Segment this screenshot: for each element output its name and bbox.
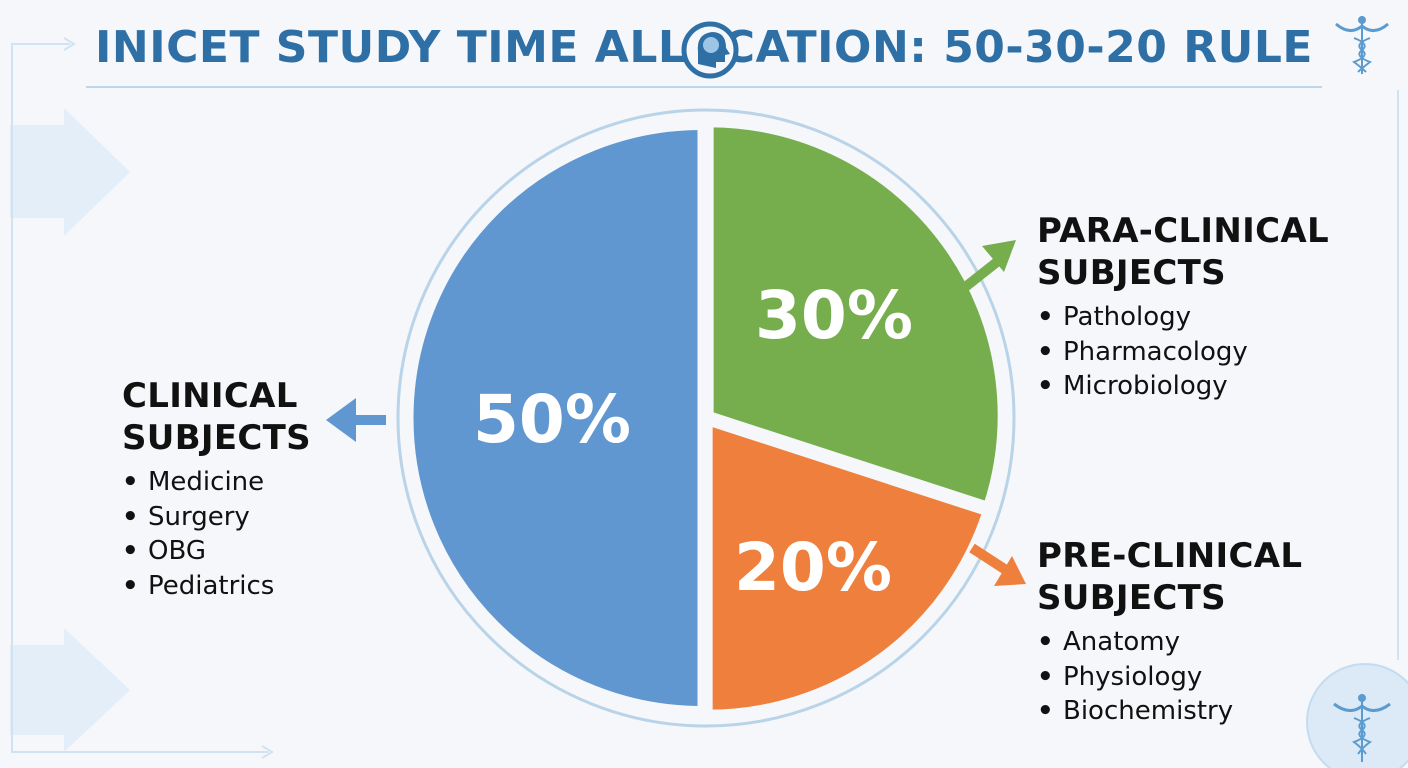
title-divider	[86, 86, 1322, 88]
pie-slice-clinical	[405, 122, 706, 714]
connector-line	[11, 43, 268, 753]
corner-circle	[1306, 663, 1408, 768]
clinical-heading-line1: CLINICAL	[122, 376, 298, 416]
list-item: • Anatomy	[1037, 625, 1302, 660]
list-item: • Physiology	[1037, 660, 1302, 695]
bullet-icon: •	[1037, 302, 1054, 332]
list-item: • Pharmacology	[1037, 335, 1329, 370]
pre-clinical-heading-line2: SUBJECTS	[1037, 578, 1226, 618]
value-label-pre-clinical: 20%	[734, 529, 892, 606]
pre-clinical-subjects-group: PRE-CLINICAL SUBJECTS • Anatomy • Physiolo…	[1037, 535, 1302, 729]
list-item: • Pathology	[1037, 300, 1329, 335]
arrow-icon	[63, 37, 76, 51]
list-item: • Surgery	[122, 500, 311, 535]
bullet-icon: •	[1037, 336, 1054, 367]
bullet-icon: •	[122, 501, 139, 532]
subject-label: Pharmacology	[1063, 336, 1248, 367]
arrow-icon	[326, 398, 356, 442]
arrow-icon	[261, 745, 274, 759]
subject-label: Physiology	[1063, 661, 1203, 692]
list-item: • Biochemistry	[1037, 694, 1302, 729]
bullet-icon: •	[1037, 627, 1054, 657]
subject-label: Medicine	[148, 467, 265, 497]
clinical-subjects-group: CLINICAL SUBJECTS • Medicine • Surgery • OB…	[122, 375, 311, 603]
clinical-heading-line2: SUBJECTS	[122, 418, 311, 458]
subject-label: OBG	[148, 536, 206, 566]
list-item: • Microbiology	[1037, 369, 1329, 404]
subject-label: Pathology	[1063, 302, 1192, 332]
arrow-icon	[982, 240, 1016, 272]
subject-label: Anatomy	[1063, 627, 1181, 657]
pointer-arrow-pre-clinical	[969, 543, 1009, 575]
para-clinical-subjects-group: PARA-CLINICAL SUBJECTS • Pathology • Pharm…	[1037, 210, 1329, 404]
bullet-icon: •	[1037, 696, 1054, 726]
pre-clinical-subject-list: • Anatomy • Physiology • Biochemistry	[1037, 625, 1302, 729]
subject-label: Pediatrics	[148, 570, 275, 601]
arrow-icon	[10, 108, 130, 236]
bullet-icon: •	[1037, 661, 1054, 692]
pre-clinical-heading-line1: PRE-CLINICAL	[1037, 536, 1303, 576]
bullet-icon: •	[122, 467, 139, 497]
value-label-clinical: 50%	[473, 381, 631, 458]
subject-label: Surgery	[148, 501, 250, 532]
list-item: • Medicine	[122, 465, 311, 500]
caduceus-icon	[1335, 16, 1389, 74]
bullet-icon: •	[122, 570, 139, 601]
list-item: • OBG	[122, 534, 311, 569]
subject-label: Microbiology	[1063, 371, 1228, 401]
arrow-icon	[10, 628, 130, 752]
pointer-arrow-para-clinical	[960, 254, 1006, 292]
pie-outer-ring	[396, 108, 1016, 728]
list-item: • Pediatrics	[122, 569, 311, 604]
arrow-icon	[994, 556, 1026, 586]
clinical-subject-list: • Medicine • Surgery • OBG • Pediatrics	[122, 465, 311, 603]
para-clinical-heading-line2: SUBJECTS	[1037, 253, 1226, 293]
pie-slice-para-clinical	[705, 119, 1006, 510]
brain-head-icon	[681, 21, 739, 79]
para-clinical-heading-line1: PARA-CLINICAL	[1037, 211, 1329, 251]
caduceus-icon	[1333, 694, 1391, 762]
bullet-icon: •	[122, 536, 139, 566]
para-clinical-subject-list: • Pathology • Pharmacology • Microbiology	[1037, 300, 1329, 404]
subject-label: Biochemistry	[1063, 696, 1234, 726]
bullet-icon: •	[1037, 371, 1054, 401]
value-label-para-clinical: 30%	[755, 277, 913, 354]
